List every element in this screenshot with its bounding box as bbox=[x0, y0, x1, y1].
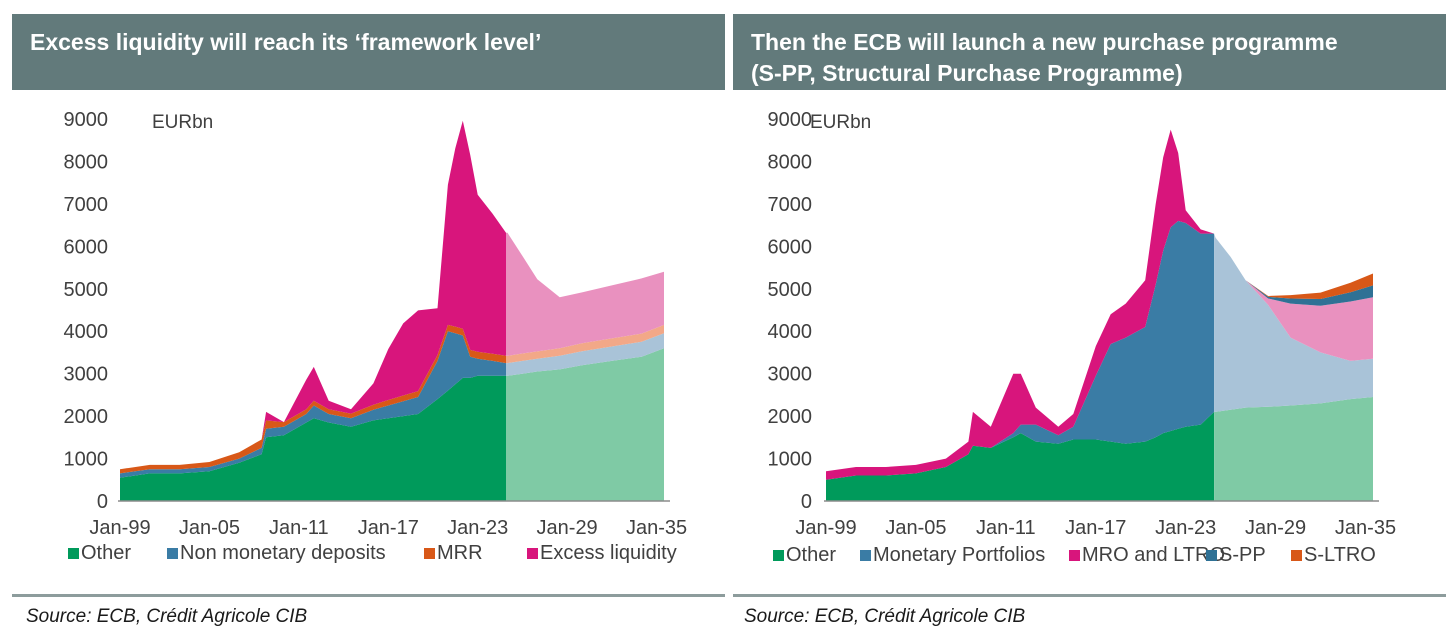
series-forecast-area-non-monetary-deposits bbox=[506, 333, 664, 376]
left-chart-title: Excess liquidity will reach its ‘framewo… bbox=[12, 14, 725, 90]
series-area-non-monetary-deposits bbox=[120, 331, 507, 478]
series-area-other bbox=[826, 411, 1215, 501]
legend-swatch-s-ltro bbox=[1291, 550, 1302, 561]
right-panel: Then the ECB will launch a new purchase … bbox=[733, 14, 1446, 574]
legend-swatch-excess-liquidity bbox=[527, 548, 538, 559]
x-tick-label: Jan-23 bbox=[447, 517, 508, 539]
series-area-mro-and-ltro bbox=[826, 129, 1215, 480]
series-area-monetary-portfolios bbox=[826, 220, 1215, 480]
right-chart: 0 1000 2000 3000 4000 5000 6000 7000 8000 9000EUR… bbox=[768, 109, 1397, 566]
legend-label-s-pp: S-PP bbox=[1219, 544, 1266, 566]
x-tick-label: Jan-17 bbox=[1065, 517, 1126, 539]
legend-label-other: Other bbox=[81, 542, 131, 564]
y-tick-label: 9000 bbox=[64, 109, 109, 131]
x-tick-label: Jan-35 bbox=[626, 517, 687, 539]
left-panel: Excess liquidity will reach its ‘framewo… bbox=[12, 14, 725, 574]
series-forecast-area-other bbox=[506, 348, 664, 501]
left-chart: 0 1000 2000 3000 4000 5000 6000 7000 8000 9000 EUR… bbox=[64, 109, 688, 564]
legend-label-mrr: MRR bbox=[437, 542, 483, 564]
legend-swatch-other bbox=[773, 550, 784, 561]
y-tick-label: 5000 bbox=[768, 279, 813, 301]
y-tick-label: 0 bbox=[801, 491, 812, 513]
y-tick-label: 0 bbox=[97, 491, 108, 513]
legend-label-excess-liquidity: Excess liquidity bbox=[540, 542, 677, 564]
right-chart-title-line-1: Then the ECB will launch a new purchase … bbox=[751, 29, 1338, 55]
unit-label: EURbn bbox=[152, 112, 213, 133]
y-tick-label: 2000 bbox=[64, 406, 109, 428]
legend-swatch-mrr bbox=[424, 548, 435, 559]
series-forecast-area-mrr bbox=[506, 324, 664, 364]
left-source-rule bbox=[12, 594, 725, 597]
y-tick-label: 3000 bbox=[64, 364, 109, 386]
y-tick-label: 9000 bbox=[768, 109, 813, 131]
legend-swatch-s-pp bbox=[1206, 550, 1217, 561]
legend-swatch-other bbox=[68, 548, 79, 559]
y-tick-label: 8000 bbox=[64, 151, 109, 173]
x-tick-label: Jan-11 bbox=[269, 517, 329, 539]
y-tick-label: 8000 bbox=[768, 151, 813, 173]
y-tick-label: 1000 bbox=[64, 449, 109, 471]
legend-label-non-monetary-deposits: Non monetary deposits bbox=[180, 542, 386, 564]
legend-swatch-non-monetary-deposits bbox=[167, 548, 178, 559]
y-tick-label: 5000 bbox=[64, 279, 109, 301]
series-forecast-area-s-pp bbox=[1214, 233, 1373, 306]
x-tick-label: Jan-99 bbox=[795, 517, 856, 539]
right-source-note: Source: ECB, Crédit Agricole CIB bbox=[744, 606, 1026, 627]
x-tick-label: Jan-05 bbox=[885, 517, 946, 539]
legend-label-mro-and-ltro: MRO and LTRO bbox=[1082, 544, 1225, 566]
x-tick-label: Jan-29 bbox=[537, 517, 598, 539]
y-tick-label: 6000 bbox=[768, 236, 813, 258]
x-tick-label: Jan-29 bbox=[1245, 517, 1306, 539]
x-tick-label: Jan-23 bbox=[1155, 517, 1216, 539]
unit-label: EURbn bbox=[810, 112, 871, 133]
series-area-excess-liquidity bbox=[120, 120, 507, 470]
legend-swatch-mro-and-ltro bbox=[1069, 550, 1080, 561]
right-chart-title-line-2: (S-PP, Structural Purchase Programme) bbox=[751, 60, 1183, 86]
legend-swatch-monetary-portfolios bbox=[860, 550, 871, 561]
x-tick-label: Jan-35 bbox=[1335, 517, 1396, 539]
series-forecast-area-excess-liquidity bbox=[506, 232, 664, 356]
y-tick-label: 4000 bbox=[768, 321, 813, 343]
y-tick-label: 1000 bbox=[768, 449, 813, 471]
legend-label-s-ltro: S-LTRO bbox=[1304, 544, 1376, 566]
x-tick-label: Jan-99 bbox=[89, 517, 150, 539]
legend-label-monetary-portfolios: Monetary Portfolios bbox=[873, 544, 1045, 566]
y-tick-label: 6000 bbox=[64, 236, 109, 258]
left-chart-title-line: Excess liquidity will reach its ‘framewo… bbox=[30, 29, 542, 55]
y-tick-label: 7000 bbox=[768, 194, 813, 216]
x-tick-label: Jan-11 bbox=[976, 517, 1036, 539]
x-tick-label: Jan-05 bbox=[179, 517, 240, 539]
y-tick-label: 3000 bbox=[768, 364, 813, 386]
series-forecast-area-mro-and-ltro bbox=[1214, 233, 1373, 361]
y-tick-label: 4000 bbox=[64, 321, 109, 343]
right-chart-title: Then the ECB will launch a new purchase … bbox=[733, 14, 1446, 90]
y-tick-label: 7000 bbox=[64, 194, 109, 216]
left-source-note: Source: ECB, Crédit Agricole CIB bbox=[26, 606, 308, 627]
series-area-other bbox=[120, 375, 507, 501]
legend-label-other: Other bbox=[786, 544, 836, 566]
right-source-rule bbox=[733, 594, 1446, 597]
series-forecast-area-monetary-portfolios bbox=[1214, 233, 1373, 412]
y-tick-label: 2000 bbox=[768, 406, 813, 428]
series-forecast-area-other bbox=[1214, 397, 1373, 501]
x-tick-label: Jan-17 bbox=[358, 517, 419, 539]
